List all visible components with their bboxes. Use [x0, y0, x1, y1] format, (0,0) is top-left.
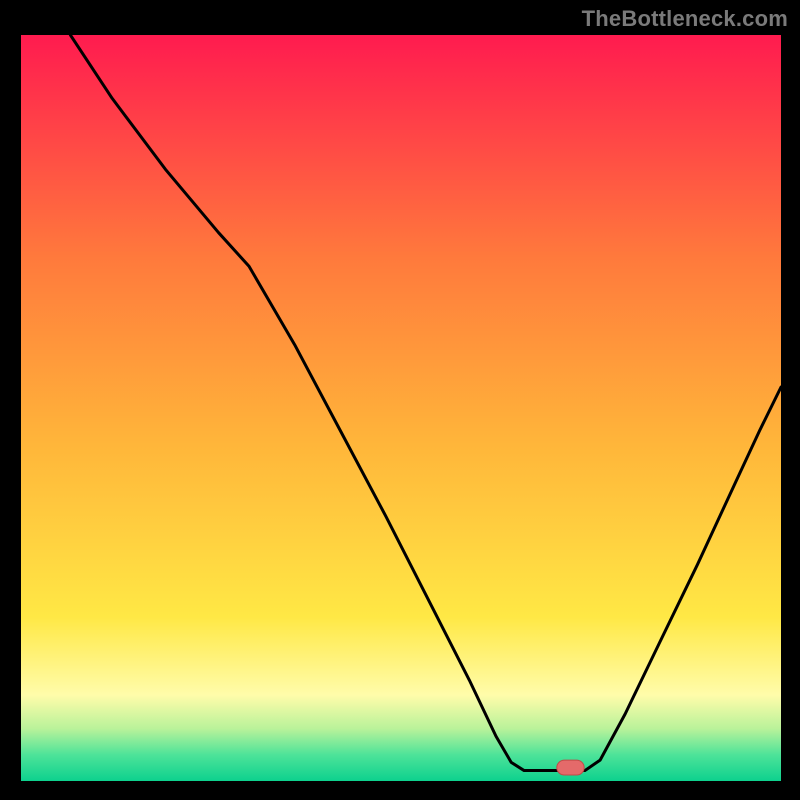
- plot-area: [21, 35, 781, 781]
- sweet-spot-marker: [557, 760, 584, 775]
- watermark-text: TheBottleneck.com: [582, 6, 788, 32]
- gradient-background: [21, 35, 781, 781]
- chart-svg: [21, 35, 781, 781]
- chart-canvas: TheBottleneck.com: [0, 0, 800, 800]
